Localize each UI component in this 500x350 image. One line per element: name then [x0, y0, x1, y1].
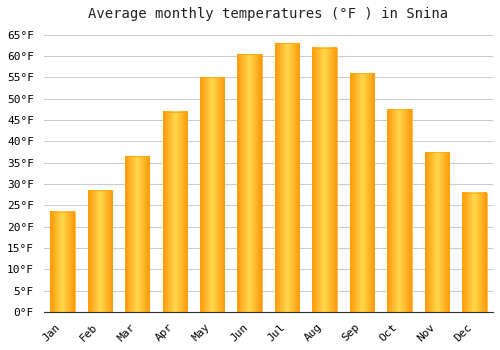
Bar	[238, 54, 262, 312]
Bar	[350, 73, 374, 312]
Bar	[275, 43, 299, 312]
Bar	[125, 156, 150, 312]
Bar	[312, 48, 336, 312]
Bar	[162, 112, 187, 312]
Bar	[200, 77, 224, 312]
Bar	[388, 110, 411, 312]
Title: Average monthly temperatures (°F ) in Snina: Average monthly temperatures (°F ) in Sn…	[88, 7, 448, 21]
Bar	[424, 152, 449, 312]
Bar	[88, 190, 112, 312]
Bar	[50, 212, 74, 312]
Bar	[462, 193, 486, 312]
